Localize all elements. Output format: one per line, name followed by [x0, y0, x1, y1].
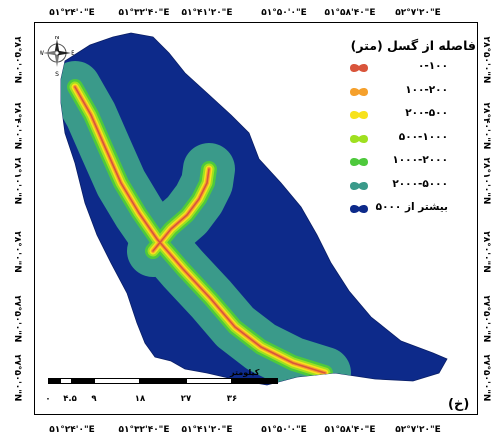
- bottom-lon-label-2: ۵۱°۳۲'۴۰"E: [118, 425, 170, 435]
- map-canvas: [60, 32, 448, 386]
- legend-label: ۰-۱۰۰: [418, 60, 448, 72]
- fault-buffers: [61, 61, 351, 385]
- map-frame: [34, 22, 478, 415]
- bottom-lon-label-1: ۵۱°۲۴'۰"E: [49, 425, 95, 435]
- bottom-lon-label-3: ۵۱°۴۱'۲۰"E: [181, 425, 233, 435]
- right-lat-label-4: ۲۸°۰'۰"N: [481, 231, 491, 273]
- right-lat-label-1: ۲۸°۵۰'۰"N: [481, 36, 491, 84]
- right-lat-label-2: ۲۸°۴۰'۰"N: [481, 102, 491, 150]
- scale-segment: [186, 378, 232, 384]
- left-lat-label-1: ۲۸°۵۰'۰"N: [12, 36, 22, 84]
- legend: فاصله از گسل (متر) ۰-۱۰۰ ۱۰۰-۲۰۰ ۲۰۰-۵۰۰ ۵۰…: [344, 38, 476, 224]
- south-letter: S: [55, 71, 59, 78]
- legend-label: ۲۰۰-۵۰۰: [405, 107, 448, 119]
- branch-fault-buffer-5: [152, 168, 210, 252]
- legend-label: ۲۰۰۰-۵۰۰۰: [392, 177, 448, 190]
- scale-segment: [72, 378, 94, 384]
- top-lon-label-2: ۵۱°۳۲'۴۰"E: [118, 8, 170, 18]
- scale-segment: [140, 378, 186, 384]
- panel-label: (خ): [448, 397, 470, 412]
- legend-swatch: [350, 87, 368, 96]
- legend-items: ۰-۱۰۰ ۱۰۰-۲۰۰ ۲۰۰-۵۰۰ ۵۰۰-۱۰۰۰ ۱۰۰۰-۲۰۰۰ ۲۰۰۰…: [344, 59, 476, 224]
- legend-item: بیشتر از ۵۰۰۰: [344, 200, 476, 224]
- legend-title: فاصله از گسل (متر): [350, 38, 476, 53]
- scale-number: ۲۷: [180, 394, 192, 404]
- bottom-lon-label-4: ۵۱°۵۰'۰"E: [261, 425, 307, 435]
- legend-label: ۱۰۰۰-۲۰۰۰: [392, 154, 448, 166]
- legend-label: ۱۰۰-۲۰۰: [405, 83, 448, 96]
- study-region: [60, 32, 448, 386]
- legend-swatch: [350, 63, 368, 73]
- legend-item: ۱۰۰-۲۰۰: [344, 83, 476, 107]
- scale-segment: [48, 378, 60, 384]
- left-lat-label-4: ۲۸°۰'۰"N: [12, 231, 22, 273]
- west-letter: W: [40, 50, 44, 57]
- scale-segment: [94, 378, 140, 384]
- top-lon-label-3: ۵۱°۴۱'۲۰"E: [181, 8, 233, 18]
- left-lat-label-3: ۲۸°۱۰'۰"N: [12, 157, 22, 205]
- bottom-lon-label-6: ۵۲°۷'۲۰"E: [395, 425, 441, 435]
- top-lon-label-6: ۵۲°۷'۲۰"E: [395, 8, 441, 18]
- top-lon-label-5: ۵۱°۵۸'۴۰"E: [324, 8, 376, 18]
- legend-item: ۱۰۰۰-۲۰۰۰: [344, 153, 476, 177]
- legend-label: بیشتر از ۵۰۰۰: [375, 201, 448, 213]
- legend-swatch: [350, 181, 368, 190]
- legend-item: ۵۰۰-۱۰۰۰: [344, 130, 476, 154]
- scale-number: ۹: [91, 394, 97, 404]
- right-lat-label-6: ۲۷°۵۰'۰"N: [481, 354, 491, 402]
- legend-swatch: [350, 134, 368, 143]
- scale-number: ۳۶: [226, 394, 238, 404]
- scale-bar: کیلومتر ۰ ۴.۵ ۹ ۱۸ ۲۷ ۳۶: [45, 368, 286, 410]
- north-arrow-icon: N S W E: [38, 34, 75, 80]
- left-lat-label-2: ۲۸°۴۰'۰"N: [12, 102, 22, 150]
- scale-segment: [232, 378, 278, 384]
- scale-number: ۰: [45, 394, 51, 404]
- legend-item: ۰-۱۰۰: [344, 59, 476, 83]
- scale-unit: کیلومتر: [230, 368, 260, 377]
- legend-item: ۲۰۰-۵۰۰: [344, 106, 476, 130]
- scale-number: ۱۸: [134, 394, 146, 404]
- bottom-lon-label-5: ۵۱°۵۸'۴۰"E: [324, 425, 376, 435]
- top-lon-label-4: ۵۱°۵۰'۰"E: [261, 8, 307, 18]
- legend-label: ۵۰۰-۱۰۰۰: [398, 130, 448, 143]
- scale-segment: [60, 378, 72, 384]
- legend-swatch: [350, 204, 368, 214]
- right-lat-label-5: ۲۷°۵۰'۰"N: [481, 295, 491, 343]
- right-lat-label-3: ۲۸°۱۰'۰"N: [481, 157, 491, 205]
- scale-number: ۴.۵: [63, 394, 77, 404]
- legend-swatch: [350, 110, 368, 120]
- east-letter: E: [71, 50, 74, 57]
- legend-item: ۲۰۰۰-۵۰۰۰: [344, 177, 476, 201]
- left-lat-label-6: ۲۷°۵۰'۰"N: [12, 354, 22, 402]
- legend-swatch: [350, 157, 368, 167]
- left-lat-label-5: ۲۷°۵۰'۰"N: [12, 295, 22, 343]
- main-fault-buffer-5: [74, 86, 326, 374]
- top-lon-label-1: ۵۱°۲۴'۰"E: [49, 8, 95, 18]
- north-letter: N: [55, 36, 60, 41]
